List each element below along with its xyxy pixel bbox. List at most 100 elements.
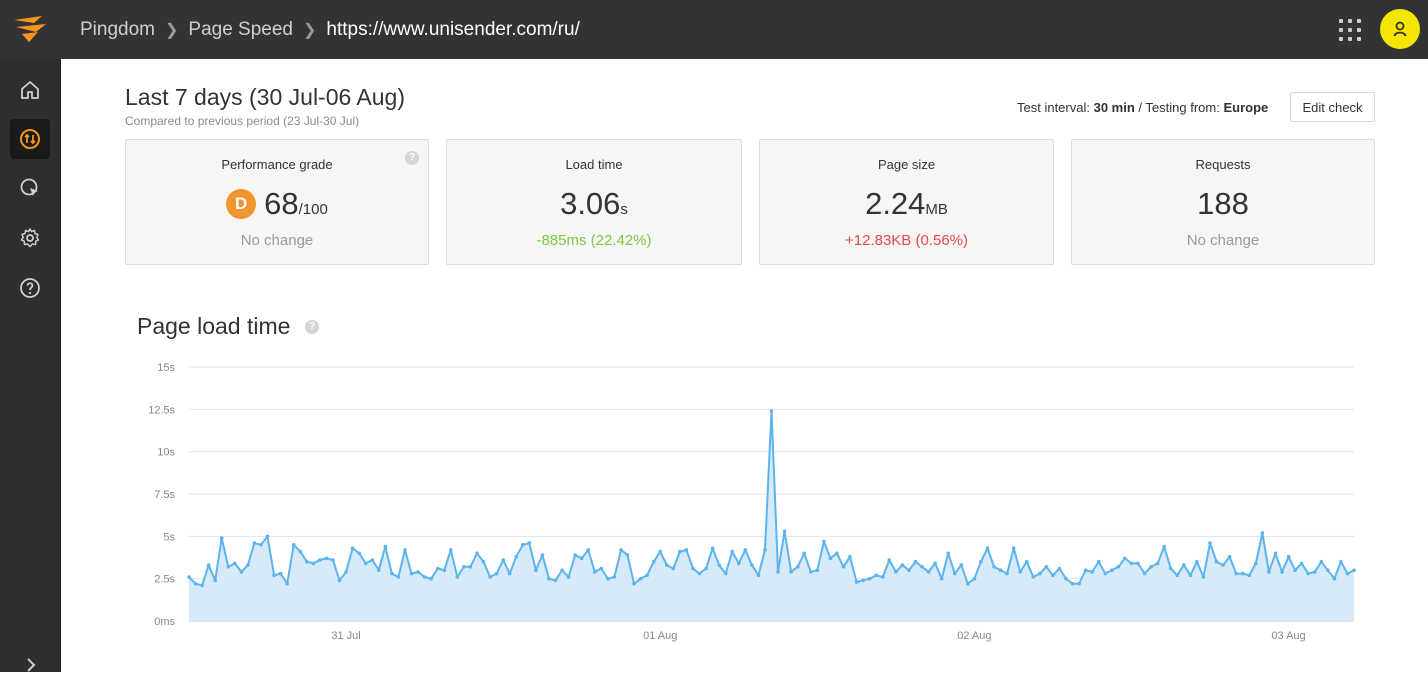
avatar[interactable]: [1380, 9, 1420, 49]
card-label: Performance grade: [221, 157, 333, 172]
data-point: [193, 581, 198, 586]
sidebar-item-page-speed[interactable]: [10, 119, 50, 159]
data-point: [422, 575, 427, 579]
grid-apps-icon[interactable]: [1339, 19, 1361, 41]
data-point: [1299, 561, 1304, 566]
data-point: [1221, 563, 1225, 567]
data-point: [612, 575, 617, 579]
data-point: [560, 568, 564, 572]
data-point: [854, 580, 859, 584]
data-point: [1018, 570, 1022, 574]
data-point: [861, 578, 865, 583]
data-point: [1103, 571, 1108, 576]
data-point: [226, 565, 231, 569]
data-point: [828, 556, 833, 561]
card-delta: No change: [1186, 232, 1260, 249]
data-point: [449, 548, 453, 552]
y-tick-label: 7.5s: [154, 489, 175, 501]
data-point: [521, 543, 525, 547]
data-point: [1312, 570, 1317, 574]
data-point: [730, 549, 734, 554]
data-point: [206, 563, 211, 567]
data-point: [1116, 565, 1121, 569]
data-point: [926, 570, 931, 574]
data-point: [507, 571, 512, 576]
chevron-right-icon: ❯: [165, 21, 179, 39]
data-point: [691, 566, 695, 571]
data-point: [1168, 566, 1173, 571]
data-point: [475, 551, 479, 556]
data-point: [200, 583, 204, 588]
solarwinds-logo-icon[interactable]: [12, 12, 50, 46]
data-point: [390, 571, 394, 576]
data-point: [998, 568, 1003, 572]
data-point: [920, 565, 924, 569]
data-point: [684, 548, 689, 552]
data-point: [1083, 568, 1088, 572]
data-point: [291, 543, 296, 547]
data-point: [246, 563, 250, 567]
card-value: 2.24MB: [760, 186, 1053, 222]
data-point: [1070, 581, 1075, 586]
chevron-right-icon[interactable]: [21, 655, 41, 675]
grade-badge: D: [226, 189, 257, 219]
card-delta: -885ms (22.42%): [536, 232, 652, 249]
data-point: [429, 576, 434, 581]
sidebar-item-monitoring[interactable]: [10, 168, 50, 208]
data-point: [887, 558, 892, 562]
data-point: [462, 565, 466, 569]
data-point: [750, 563, 754, 567]
data-point: [259, 543, 263, 547]
data-point: [710, 546, 715, 550]
data-point: [566, 575, 571, 579]
chevron-right-icon: ❯: [303, 21, 317, 39]
data-point: [809, 570, 813, 574]
load-time-unit: s: [620, 201, 628, 218]
data-point: [665, 563, 669, 567]
y-tick-label: 2.5s: [154, 574, 175, 586]
data-point: [953, 571, 957, 576]
data-point: [1182, 563, 1186, 567]
card-delta: No change: [240, 232, 314, 249]
data-point: [442, 568, 447, 572]
edit-check-button[interactable]: Edit check: [1290, 92, 1375, 122]
y-tick-label: 15s: [157, 362, 175, 374]
sidebar: [0, 59, 61, 672]
data-point: [1345, 571, 1350, 576]
help-icon[interactable]: ?: [405, 151, 419, 165]
data-point: [363, 561, 368, 566]
sidebar-item-settings[interactable]: [10, 218, 50, 258]
card-delta: +12.83KB (0.56%): [845, 232, 968, 249]
data-point: [435, 566, 440, 571]
card-value: 188: [1072, 186, 1374, 222]
data-point: [1025, 559, 1029, 564]
data-point: [1011, 546, 1016, 550]
data-point: [1247, 573, 1252, 578]
chart-title-text: Page load time: [137, 313, 291, 339]
data-point: [769, 409, 774, 413]
data-point: [599, 566, 604, 571]
x-tick-label: 31 Jul: [331, 630, 360, 642]
data-point: [1267, 570, 1271, 574]
help-icon[interactable]: ?: [305, 320, 319, 334]
data-point: [1005, 571, 1009, 576]
breadcrumb-pingdom[interactable]: Pingdom: [80, 18, 155, 40]
data-point: [1031, 575, 1036, 579]
data-point: [1136, 561, 1140, 566]
breadcrumb-page-speed[interactable]: Page Speed: [188, 18, 293, 40]
data-point: [671, 566, 676, 571]
cursor-monitor-icon: [20, 178, 38, 196]
data-point: [344, 570, 348, 574]
data-point: [1038, 571, 1042, 576]
data-point: [907, 568, 911, 572]
sidebar-item-home[interactable]: [10, 70, 50, 110]
data-point: [867, 576, 872, 581]
sidebar-item-help[interactable]: [10, 268, 50, 308]
chart-title: Page load time: [137, 313, 290, 340]
data-point: [494, 571, 499, 576]
data-point: [972, 576, 977, 581]
data-point: [1339, 559, 1343, 564]
data-point: [704, 566, 708, 571]
data-point: [383, 544, 388, 549]
data-point: [632, 581, 636, 586]
